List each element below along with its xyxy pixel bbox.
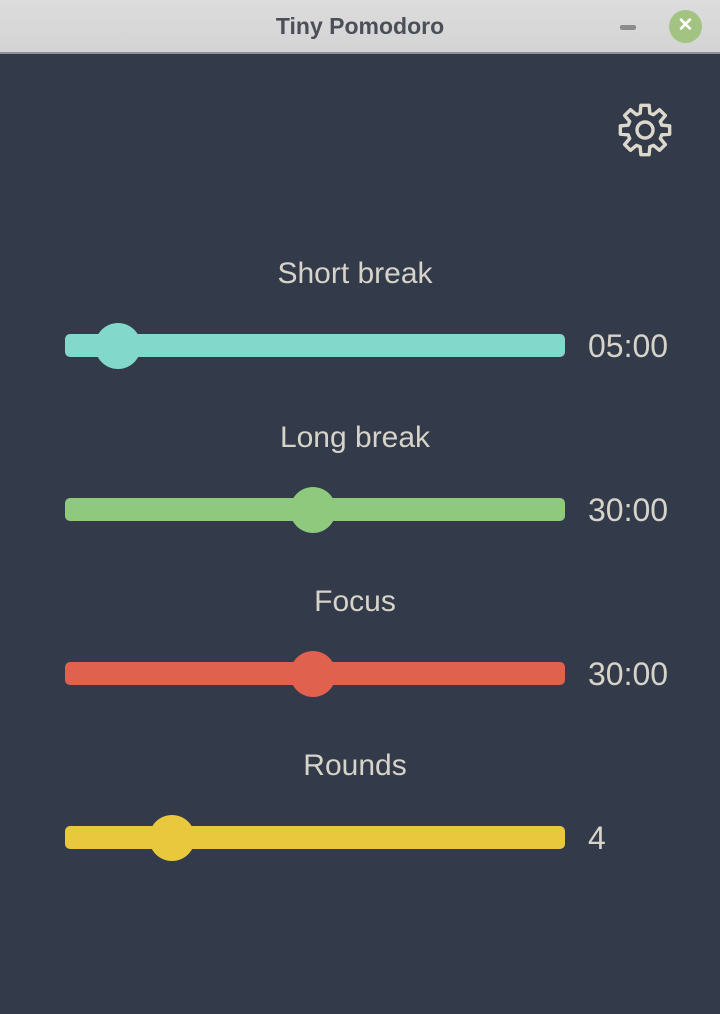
slider-label: Rounds <box>303 749 407 782</box>
slider-track[interactable] <box>65 650 565 697</box>
slider-label: Long break <box>279 421 431 454</box>
titlebar: Tiny Pomodoro ✕ <box>0 0 720 54</box>
slider-value: 4 <box>588 820 606 856</box>
slider-group-long-break: Long break 30:00 <box>0 420 720 570</box>
slider-thumb[interactable] <box>290 650 336 697</box>
close-button[interactable]: ✕ <box>669 10 702 43</box>
slider-value: 30:00 <box>588 492 669 528</box>
slider-label: Focus <box>314 585 396 618</box>
slider-group-rounds: Rounds 4 <box>0 748 720 898</box>
slider-group-focus: Focus 30:00 <box>0 584 720 734</box>
slider-thumb[interactable] <box>95 322 141 369</box>
slider-track[interactable] <box>65 322 565 369</box>
minimize-icon <box>620 25 636 30</box>
slider-group-short-break: Short break 05:00 <box>0 256 720 406</box>
slider-track[interactable] <box>65 486 565 533</box>
slider-label: Short break <box>277 257 433 290</box>
slider-thumb[interactable] <box>290 486 336 533</box>
slider-value: 30:00 <box>588 656 669 692</box>
window-title: Tiny Pomodoro <box>275 13 445 39</box>
slider-thumb[interactable] <box>149 814 195 861</box>
gear-icon <box>618 103 672 157</box>
slider-value: 05:00 <box>588 328 669 364</box>
main-content: Short break 05:00 Long break 30:00 Focus… <box>0 54 720 1014</box>
close-icon: ✕ <box>677 15 694 36</box>
slider-track[interactable] <box>65 814 565 861</box>
settings-button[interactable] <box>615 100 675 160</box>
gear-hub <box>635 120 655 140</box>
minimize-button[interactable] <box>614 12 642 40</box>
